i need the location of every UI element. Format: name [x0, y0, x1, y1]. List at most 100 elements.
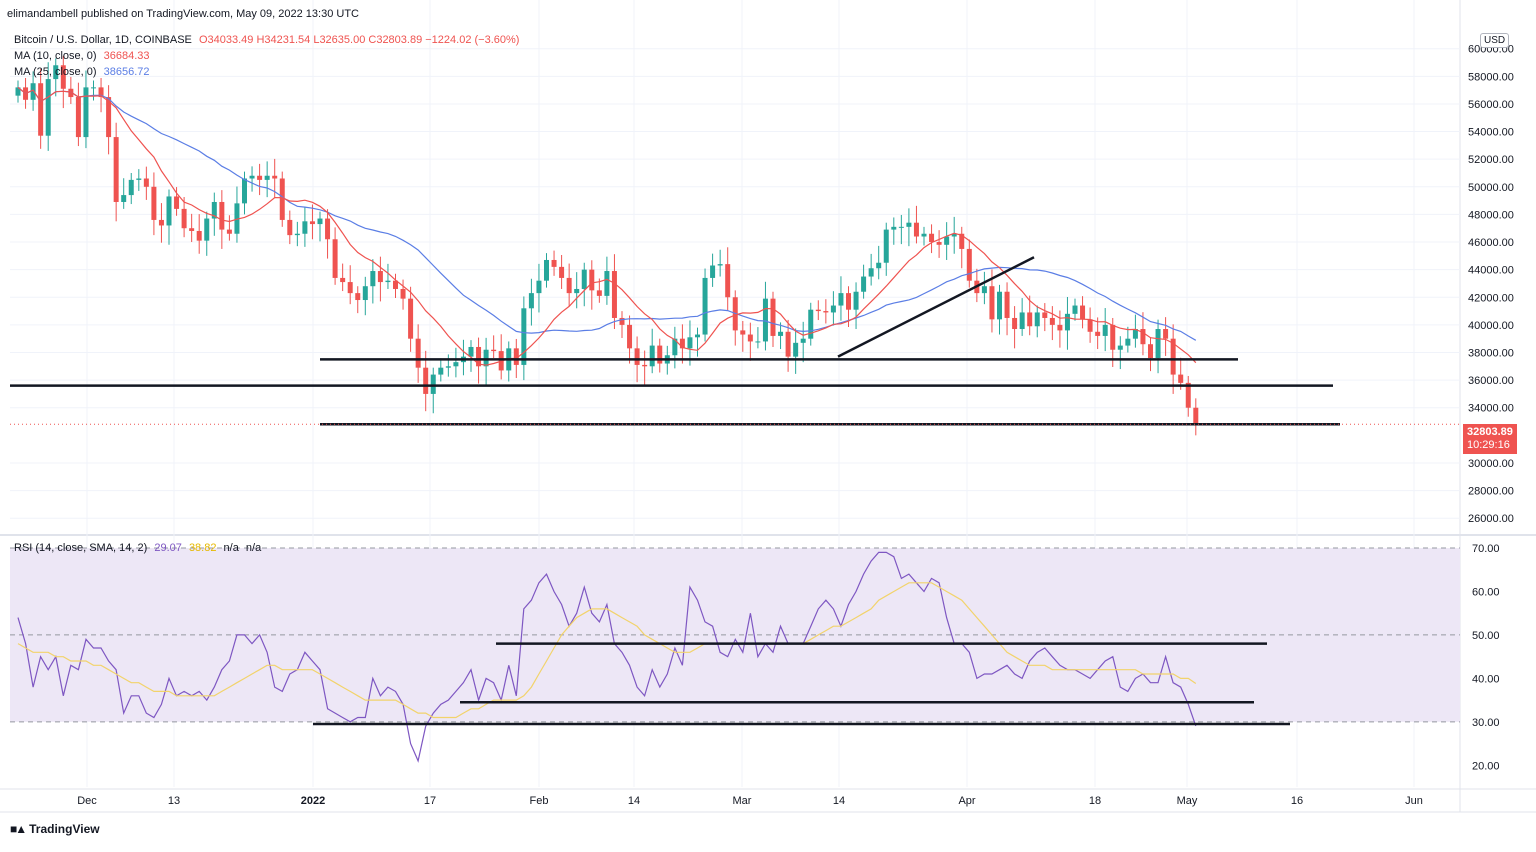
candle-body	[868, 268, 874, 277]
candle-body	[151, 186, 157, 220]
candle-body	[128, 179, 134, 196]
candle-body	[1004, 291, 1010, 318]
x-tick-label: Apr	[958, 795, 975, 807]
candle-body	[574, 288, 580, 294]
candle-body	[793, 342, 799, 357]
candle-body	[196, 230, 202, 241]
ma10-legend: MA (10, close, 0) 36684.33	[14, 50, 154, 62]
candle-body	[710, 265, 716, 278]
candle-body	[45, 79, 51, 136]
price-tick-label: 34000.00	[1468, 403, 1514, 415]
candle-body	[1193, 407, 1199, 425]
candle-body	[1185, 382, 1191, 408]
candle-body	[75, 97, 81, 138]
candle-body	[1080, 305, 1086, 320]
candle-body	[1042, 312, 1048, 318]
candle-body	[340, 277, 346, 283]
rsi-line	[17, 551, 1197, 763]
price-tick-label: 48000.00	[1468, 209, 1514, 221]
rsi-legend: RSI (14, close, SMA, 14, 2) 29.07 38.82 …	[14, 542, 265, 554]
candle-body	[317, 218, 323, 225]
na-value-2: n/a	[245, 542, 262, 554]
candle-body	[921, 233, 927, 237]
candle-body	[906, 222, 912, 227]
candle-body	[1057, 324, 1063, 331]
rsi-tick-label: 50.00	[1472, 630, 1500, 642]
candle-body	[770, 298, 776, 336]
candle-body	[959, 233, 965, 249]
candle-body	[234, 203, 240, 234]
candle-body	[989, 286, 995, 320]
tradingview-logo-text: TradingView	[29, 822, 100, 836]
candle-body	[1034, 312, 1040, 327]
candle-body	[38, 83, 44, 136]
candle-body	[679, 338, 685, 349]
candle-body	[1102, 324, 1108, 336]
candle-body	[604, 271, 610, 296]
candle-body	[242, 178, 247, 204]
candle-body	[672, 338, 678, 356]
candle-body	[966, 248, 972, 281]
candle-body	[853, 291, 859, 310]
last-price-tag: 32803.89 10:29:16	[1463, 424, 1517, 454]
candle-body	[257, 175, 263, 180]
price-tick-label: 38000.00	[1468, 347, 1514, 359]
candle-body	[189, 228, 195, 231]
candle-body	[385, 280, 391, 283]
symbol-line: Bitcoin / U.S. Dollar, 1D, COINBASE	[14, 34, 192, 46]
candle-body	[1117, 345, 1123, 350]
candle-body	[279, 178, 285, 220]
candle-body	[1012, 317, 1018, 330]
price-tick-label: 54000.00	[1468, 127, 1514, 139]
currency-button[interactable]: USD	[1480, 33, 1510, 48]
candle-body	[642, 364, 648, 367]
candle-body	[740, 330, 746, 335]
last-price-value: 32803.89	[1467, 426, 1513, 438]
candle-body	[355, 293, 361, 301]
candle-body	[627, 324, 633, 349]
candle-body	[823, 311, 829, 313]
candle-body	[589, 269, 595, 291]
candle-body	[846, 293, 851, 310]
price-tick-label: 58000.00	[1468, 71, 1514, 83]
candle-body	[513, 348, 519, 365]
na-value-1: n/a	[223, 542, 239, 554]
candle-body	[113, 137, 119, 202]
price-tick-label: 52000.00	[1468, 154, 1514, 166]
candle-body	[861, 276, 867, 292]
candle-body	[325, 218, 331, 240]
candle-body	[800, 338, 806, 343]
candle-body	[830, 305, 836, 313]
candle-body	[559, 266, 565, 278]
candle-body	[913, 222, 919, 237]
candle-body	[174, 196, 180, 209]
candle-body	[717, 264, 723, 266]
x-tick-label: 13	[168, 795, 180, 807]
candle-body	[181, 208, 187, 229]
candle-body	[309, 221, 315, 225]
candle-body	[1148, 344, 1153, 359]
tradingview-logo[interactable]: ■▲ TradingView	[10, 822, 100, 836]
candle-body	[476, 346, 482, 367]
candle-body	[1125, 338, 1131, 346]
price-tick-label: 46000.00	[1468, 237, 1514, 249]
rsi-label: RSI (14, close, SMA, 14, 2)	[14, 542, 148, 554]
candle-body	[1072, 305, 1078, 314]
candle-body	[883, 229, 889, 263]
x-tick-label: 14	[833, 795, 845, 807]
candle-body	[60, 65, 66, 89]
candle-body	[785, 331, 791, 357]
candle-body	[83, 87, 89, 138]
countdown-value: 10:29:16	[1467, 439, 1510, 451]
publisher-line: elimandambell published on TradingView.c…	[7, 8, 359, 20]
candle-body	[453, 362, 459, 367]
candle-body	[445, 366, 451, 368]
rsi-value: 29.07	[154, 542, 182, 554]
price-tick-label: 40000.00	[1468, 320, 1514, 332]
candle-body	[951, 233, 957, 237]
price-tick-label: 44000.00	[1468, 265, 1514, 277]
candle-body	[15, 87, 21, 96]
candle-body	[332, 239, 338, 278]
candle-body	[762, 298, 768, 342]
